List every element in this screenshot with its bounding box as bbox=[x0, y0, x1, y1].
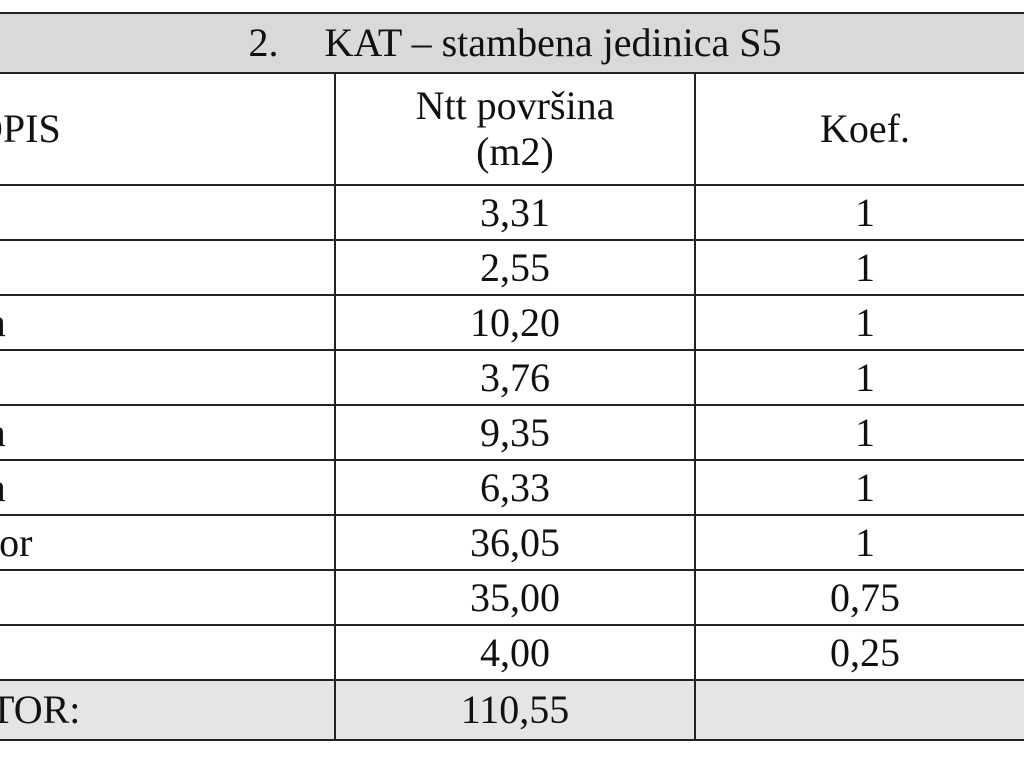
cell-coefficient: 1 bbox=[693, 349, 1024, 406]
table-row: a 6,331 bbox=[0, 459, 1024, 516]
cell-coefficient: 1 bbox=[693, 514, 1024, 571]
table-title-row: 2. KAT – stambena jedinica S5 bbox=[0, 12, 1024, 74]
column-header-row: OPIS Ntt površina (m2) Koef. bbox=[0, 72, 1024, 186]
cell-description: a bbox=[0, 294, 336, 351]
table-title: 2. KAT – stambena jedinica S5 bbox=[0, 12, 1024, 74]
cell-coefficient: 1 bbox=[693, 404, 1024, 461]
cell-description bbox=[0, 569, 336, 626]
cell-coefficient: 1 bbox=[693, 294, 1024, 351]
table-row: 35,00 0,75 bbox=[0, 569, 1024, 626]
table-row: 4,00 0,25 bbox=[0, 624, 1024, 681]
title-number: 2. bbox=[248, 20, 279, 65]
total-value: 110,55 bbox=[334, 679, 696, 741]
cell-description-text: a bbox=[0, 465, 6, 511]
cell-description bbox=[0, 349, 336, 406]
cell-description-text: a bbox=[0, 410, 6, 456]
header-description-label: OPIS bbox=[0, 106, 61, 151]
cell-area: 6,33 bbox=[334, 459, 696, 516]
table-row: 3,76 1 bbox=[0, 349, 1024, 406]
cell-area: 4,00 bbox=[334, 624, 696, 681]
cell-area: 9,35 bbox=[334, 404, 696, 461]
cell-description bbox=[0, 239, 336, 296]
table-body: 3,3112,551a10,2013,761a9,351a6,331tor36,… bbox=[0, 184, 1024, 681]
cell-coefficient: 1 bbox=[693, 239, 1024, 296]
total-coef-empty bbox=[693, 679, 1024, 741]
cell-coefficient: 0,25 bbox=[693, 624, 1024, 681]
table-row: a 10,201 bbox=[0, 294, 1024, 351]
total-label: TOR: bbox=[0, 679, 336, 741]
header-area: Ntt površina (m2) bbox=[334, 72, 696, 186]
cell-description: tor bbox=[0, 514, 336, 571]
cell-coefficient: 0,75 bbox=[693, 569, 1024, 626]
header-area-line2: (m2) bbox=[476, 129, 554, 174]
table-row: a 9,351 bbox=[0, 404, 1024, 461]
cell-area: 3,31 bbox=[334, 184, 696, 241]
header-coefficient: Koef. bbox=[693, 72, 1024, 186]
table-row: tor 36,051 bbox=[0, 514, 1024, 571]
title-text: KAT – stambena jedinica S5 bbox=[324, 20, 782, 65]
table-row: 3,31 1 bbox=[0, 184, 1024, 241]
header-area-line1: Ntt površina bbox=[415, 83, 615, 128]
cell-coefficient: 1 bbox=[693, 184, 1024, 241]
cell-description bbox=[0, 624, 336, 681]
cell-description-text: a bbox=[0, 300, 6, 346]
cell-area: 3,76 bbox=[334, 349, 696, 406]
cell-description: a bbox=[0, 404, 336, 461]
total-label-text: TOR: bbox=[0, 687, 81, 732]
table-row: 2,55 1 bbox=[0, 239, 1024, 296]
cell-area: 35,00 bbox=[334, 569, 696, 626]
cell-coefficient: 1 bbox=[693, 459, 1024, 516]
cell-description bbox=[0, 184, 336, 241]
total-row: TOR: 110,55 bbox=[0, 679, 1024, 741]
header-description: OPIS bbox=[0, 72, 336, 186]
cell-area: 10,20 bbox=[334, 294, 696, 351]
cell-description-text: tor bbox=[0, 519, 33, 565]
cell-area: 2,55 bbox=[334, 239, 696, 296]
area-table: 2. KAT – stambena jedinica S5 OPIS Ntt po… bbox=[0, 12, 1024, 741]
cell-description: a bbox=[0, 459, 336, 516]
cell-area: 36,05 bbox=[334, 514, 696, 571]
